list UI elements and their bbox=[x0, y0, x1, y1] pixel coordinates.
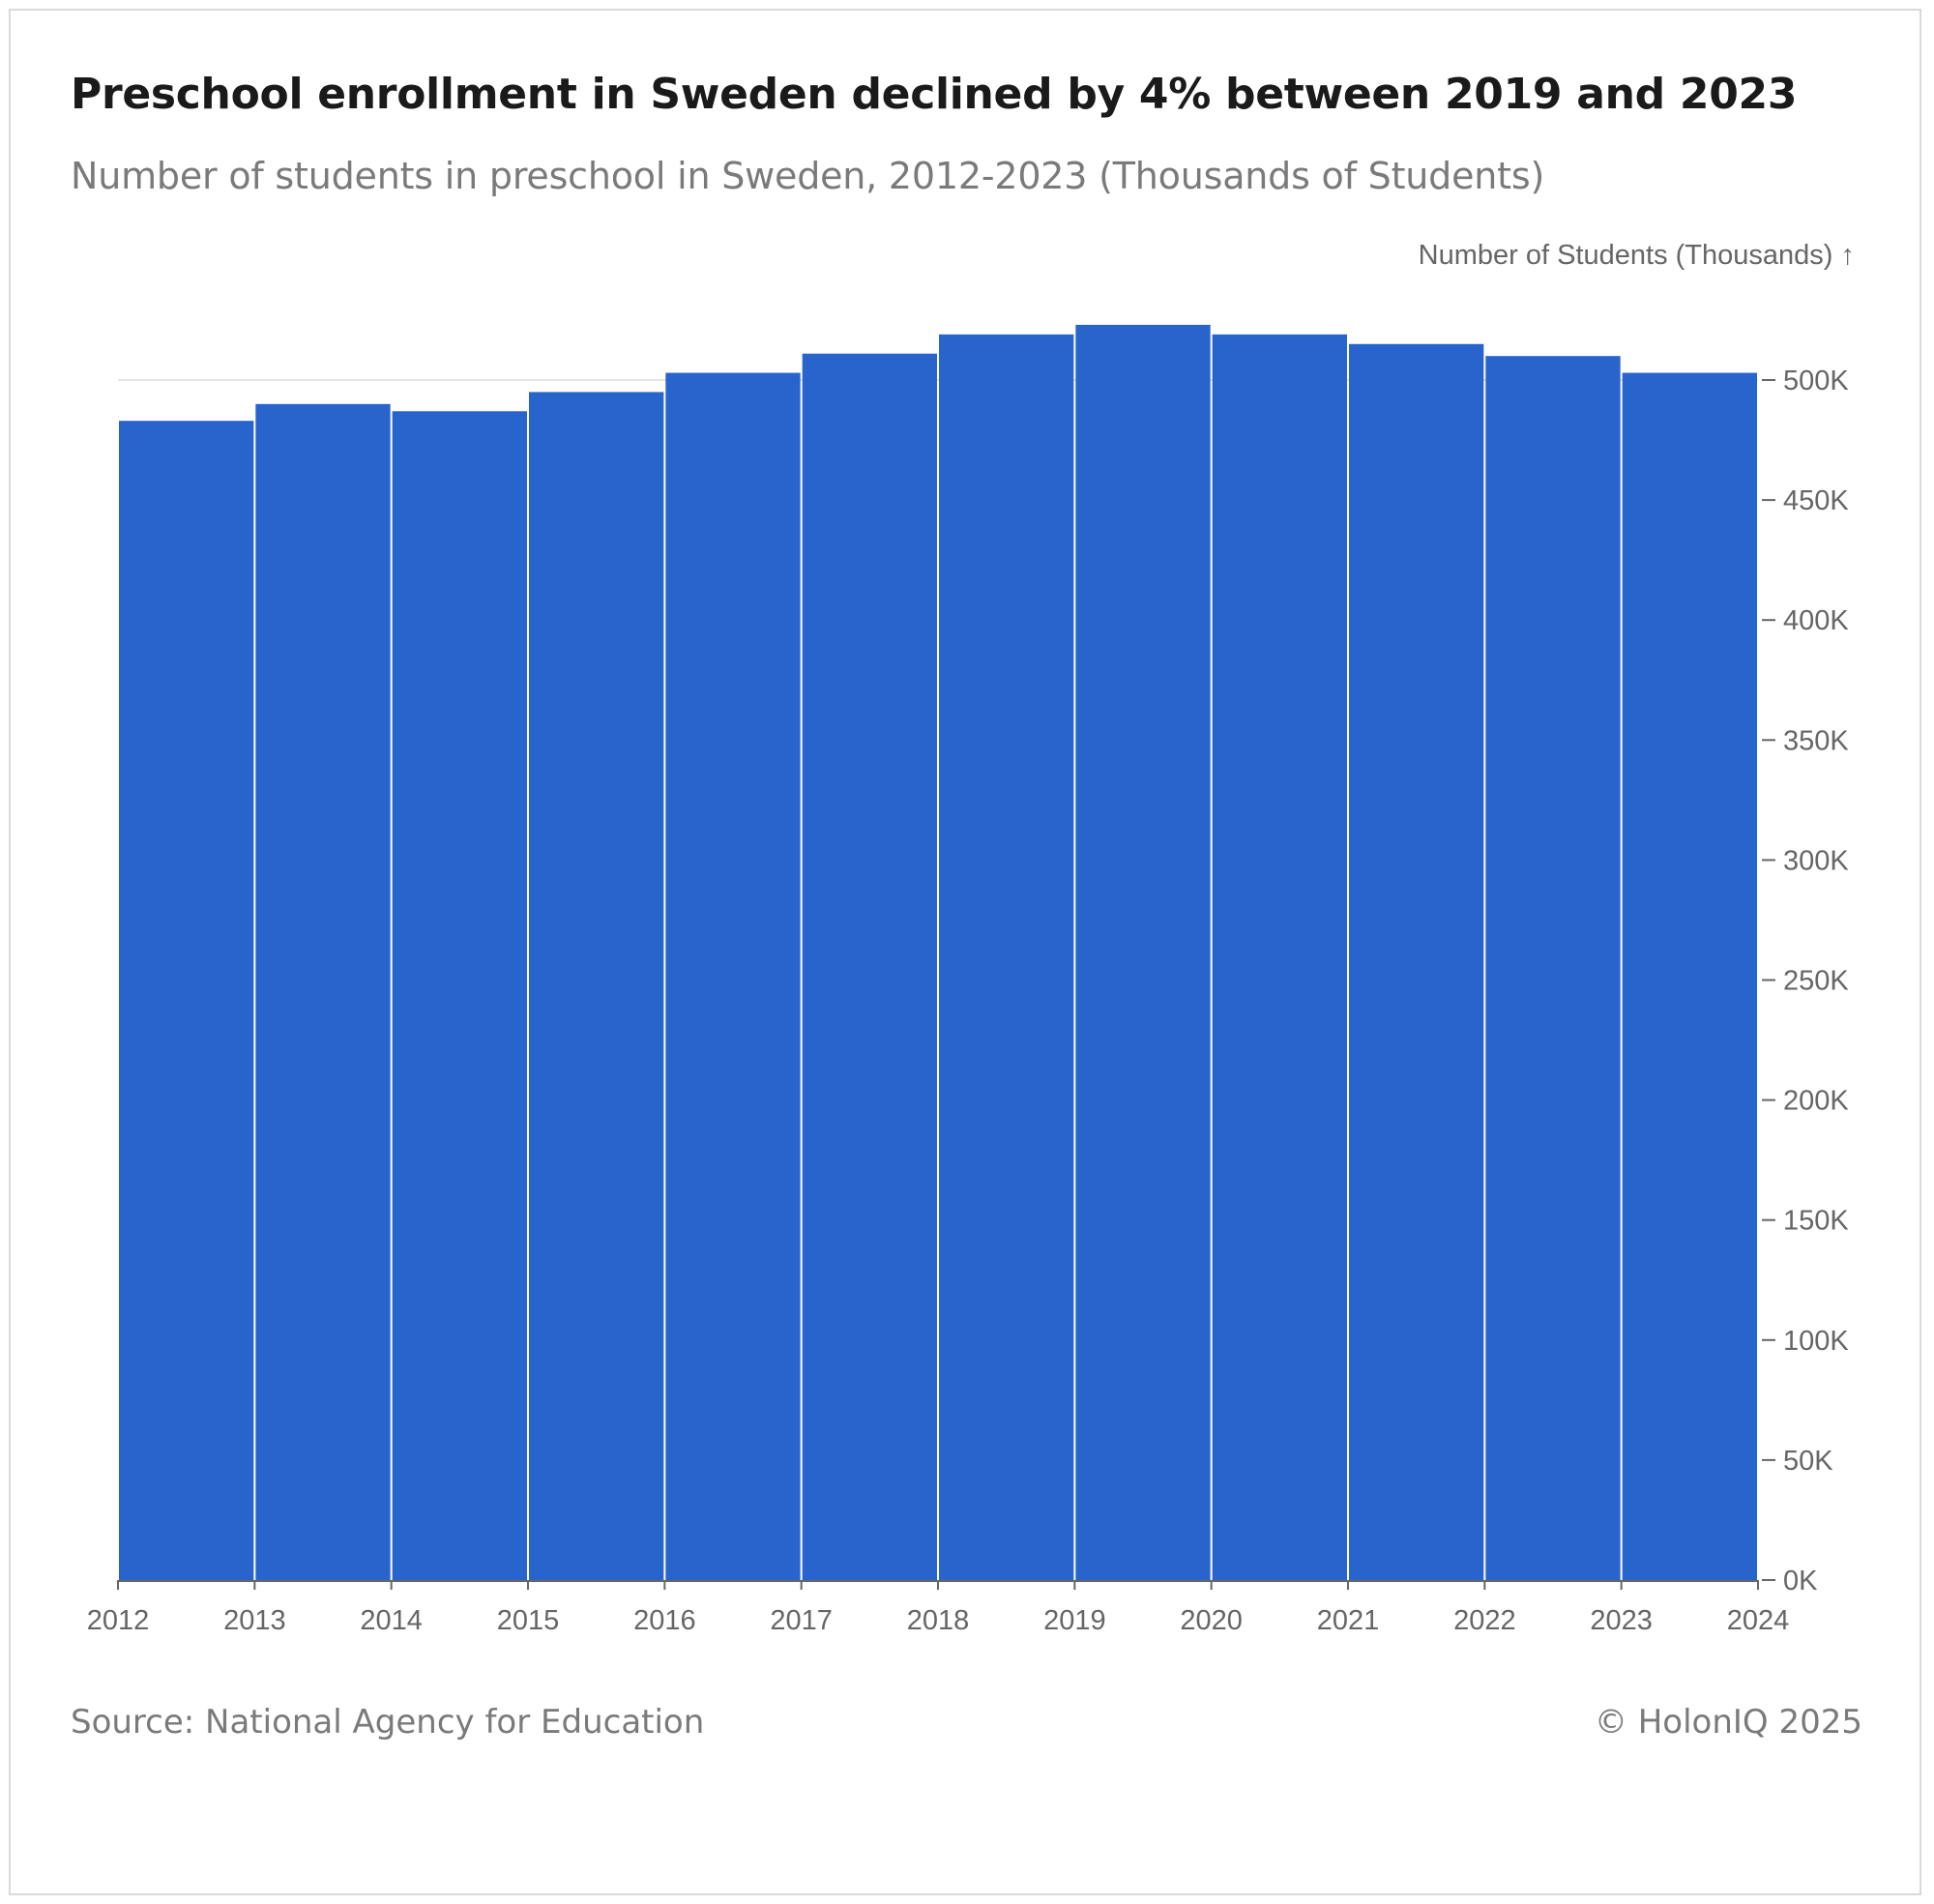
bar-2015 bbox=[529, 392, 664, 1580]
y-tick-label: 150K bbox=[1783, 1206, 1849, 1237]
bar-2022 bbox=[1485, 356, 1621, 1581]
chart-frame bbox=[9, 9, 1921, 1895]
axes-layer: 2012 2013 2014 2015 2016 2017 2018 2019 2020 2021… bbox=[87, 366, 1850, 1636]
x-tick-label: 2014 bbox=[360, 1605, 423, 1636]
chart-subtitle: Number of students in preschool in Swede… bbox=[71, 155, 1545, 197]
y-tick-label: 0K bbox=[1783, 1566, 1818, 1596]
x-tick-label: 2024 bbox=[1727, 1605, 1790, 1636]
x-tick-label: 2015 bbox=[497, 1605, 560, 1636]
x-tick-label: 2018 bbox=[907, 1605, 970, 1636]
x-tick-label: 2019 bbox=[1043, 1605, 1106, 1636]
y-tick-label: 300K bbox=[1783, 845, 1849, 876]
y-tick-label: 50K bbox=[1783, 1446, 1833, 1477]
y-axis-label: Number of Students (Thousands) ↑ bbox=[1419, 240, 1855, 271]
copyright-note: © HolonIQ 2025 bbox=[1594, 1703, 1862, 1742]
y-tick-label: 200K bbox=[1783, 1086, 1849, 1117]
bar-2016 bbox=[665, 372, 801, 1581]
bar-2021 bbox=[1349, 343, 1484, 1580]
x-tick-label: 2013 bbox=[223, 1605, 286, 1636]
bar-2017 bbox=[802, 353, 937, 1580]
bar-2020 bbox=[1212, 334, 1347, 1580]
y-tick-label: 500K bbox=[1783, 366, 1849, 396]
y-tick-label: 250K bbox=[1783, 966, 1849, 997]
y-tick-label: 450K bbox=[1783, 485, 1849, 516]
bar-2018 bbox=[939, 334, 1074, 1580]
source-note: Source: National Agency for Education bbox=[71, 1703, 705, 1742]
x-tick-label: 2023 bbox=[1590, 1605, 1653, 1636]
x-tick-label: 2017 bbox=[770, 1605, 833, 1636]
bar-2014 bbox=[392, 411, 527, 1580]
bars-layer bbox=[119, 324, 1757, 1581]
y-tick-label: 400K bbox=[1783, 605, 1849, 636]
y-tick-label: 100K bbox=[1783, 1326, 1849, 1357]
bar-2013 bbox=[255, 403, 391, 1580]
bar-2012 bbox=[119, 421, 254, 1581]
x-tick-label: 2020 bbox=[1180, 1605, 1243, 1636]
chart-title: Preschool enrollment in Sweden declined … bbox=[71, 70, 1798, 119]
x-tick-label: 2022 bbox=[1453, 1605, 1516, 1636]
x-tick-label: 2021 bbox=[1317, 1605, 1380, 1636]
bar-2023 bbox=[1622, 372, 1757, 1581]
x-tick-label: 2012 bbox=[87, 1605, 150, 1636]
x-tick-label: 2016 bbox=[633, 1605, 696, 1636]
y-tick-label: 350K bbox=[1783, 725, 1849, 756]
bar-2019 bbox=[1075, 324, 1211, 1580]
